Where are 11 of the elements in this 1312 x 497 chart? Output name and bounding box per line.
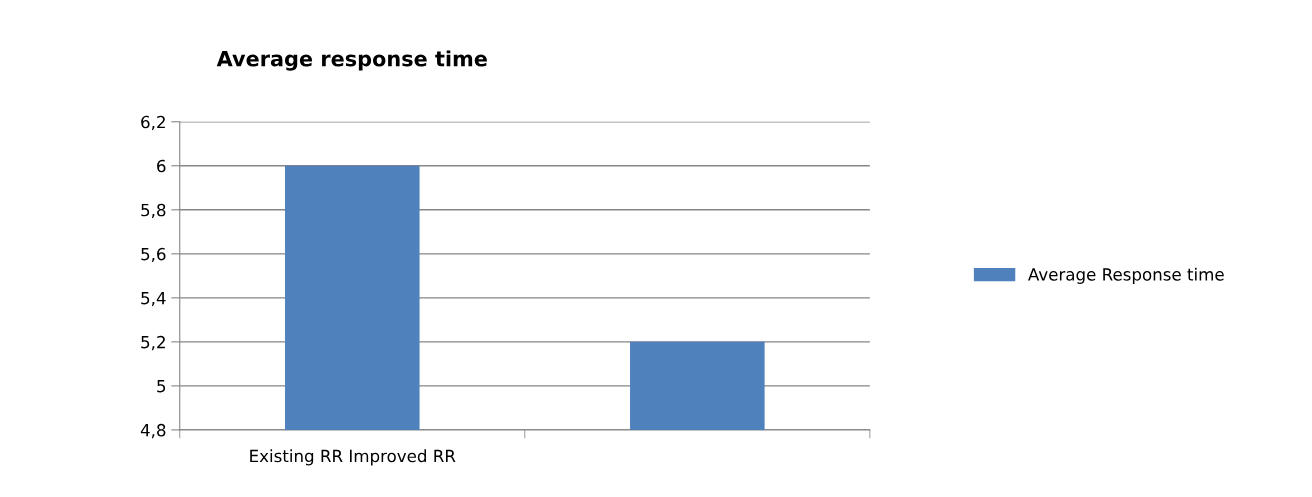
y-tick-label: 5,8 (141, 203, 166, 219)
y-tick-label: 4,8 (140, 423, 166, 439)
y-tick-label: 5,2 (141, 335, 165, 351)
x-tick-label: Existing RR Improved RR (250, 449, 456, 466)
y-tick-label: 5 (157, 380, 166, 393)
y-tick-label: 6,2 (141, 115, 165, 131)
legend-label: Average Response time (1028, 267, 1224, 284)
y-tick-label: 5,6 (141, 247, 166, 263)
chart-title: Average response time (216, 50, 487, 71)
y-tick-label: 5,4 (141, 292, 166, 307)
y-tick-label: 6 (157, 159, 166, 173)
